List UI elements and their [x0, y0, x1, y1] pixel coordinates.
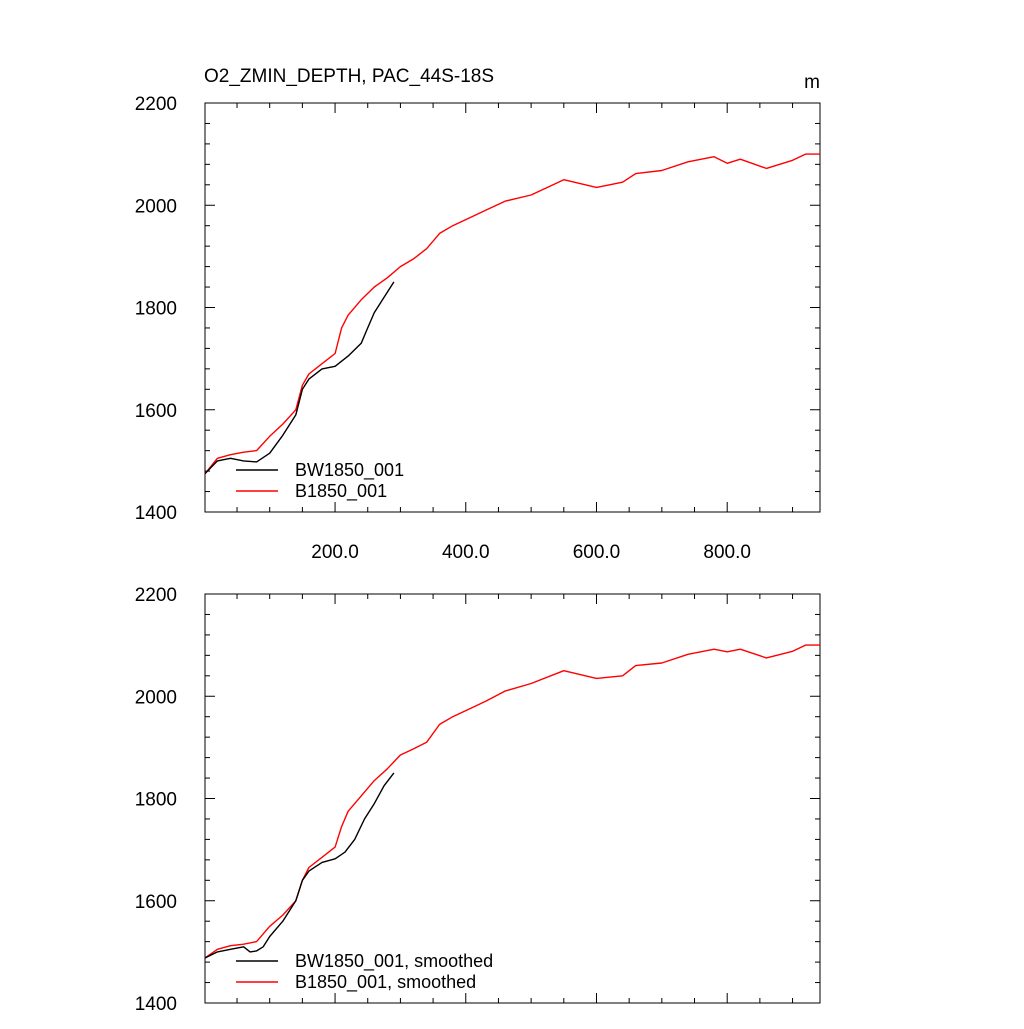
legend-label: B1850_001 [295, 481, 387, 502]
figure-title: O2_ZMIN_DEPTH, PAC_44S-18S [204, 66, 494, 87]
series-line [204, 153, 820, 475]
x-tick-label: 200.0 [311, 542, 359, 563]
series-line [204, 772, 395, 959]
plot-frame [204, 102, 821, 513]
y-tick-label: 1400 [135, 503, 177, 524]
y-tick-label: 2000 [135, 196, 177, 217]
x-tick-label: 400.0 [442, 542, 490, 563]
y-tick-label: 1600 [135, 401, 177, 422]
y-tick-label: 1800 [135, 790, 177, 811]
series-line [204, 281, 395, 475]
y-tick-label: 1600 [135, 892, 177, 913]
y-tick-label: 2200 [135, 585, 177, 606]
x-tick-label: 600.0 [573, 542, 621, 563]
legend-label: BW1850_001 [295, 460, 404, 481]
y-tick-label: 1400 [135, 994, 177, 1015]
y-tick-label: 2000 [135, 687, 177, 708]
legend-label: B1850_001, smoothed [295, 972, 476, 993]
legend-label: BW1850_001, smoothed [295, 951, 493, 972]
plot-frame [204, 593, 821, 1004]
y-tick-label: 2200 [135, 94, 177, 115]
y-tick-label: 1800 [135, 299, 177, 320]
series-line [204, 644, 820, 959]
units-label: m [804, 72, 820, 93]
x-tick-label: 800.0 [703, 542, 751, 563]
